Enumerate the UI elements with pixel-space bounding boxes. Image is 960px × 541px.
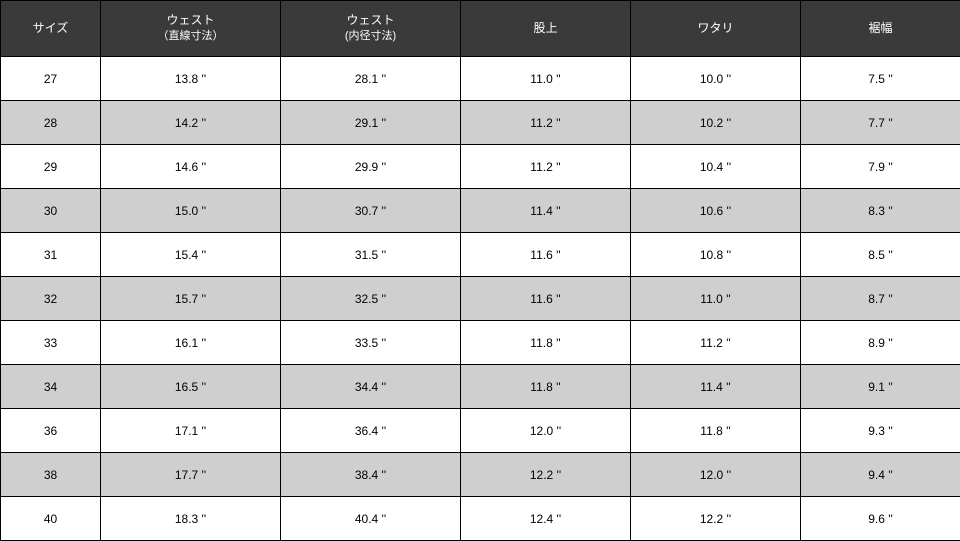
table-row: 3817.7 ''38.4 ''12.2 ''12.0 ''9.4 '' [1,453,960,497]
table-cell: 9.3 '' [801,409,960,453]
table-cell: 10.8 '' [631,233,801,277]
table-cell: 7.7 '' [801,101,960,145]
table-cell: 32.5 '' [281,277,461,321]
table-row: 3015.0 ''30.7 ''11.4 ''10.6 ''8.3 '' [1,189,960,233]
table-row: 3215.7 ''32.5 ''11.6 ''11.0 ''8.7 '' [1,277,960,321]
header-label: ウェスト [346,13,394,27]
table-cell: 10.4 '' [631,145,801,189]
header-rise: 股上 [461,1,631,57]
table-cell: 7.9 '' [801,145,960,189]
table-cell: 12.4 '' [461,497,631,541]
table-cell: 34 [1,365,101,409]
table-cell: 8.9 '' [801,321,960,365]
table-cell: 38 [1,453,101,497]
table-row: 3316.1 ''33.5 ''11.8 ''11.2 ''8.9 '' [1,321,960,365]
table-cell: 11.2 '' [461,145,631,189]
header-label: ワタリ [697,21,733,35]
table-cell: 8.5 '' [801,233,960,277]
table-row: 3617.1 ''36.4 ''12.0 ''11.8 ''9.3 '' [1,409,960,453]
table-cell: 8.3 '' [801,189,960,233]
table-cell: 13.8 '' [101,57,281,101]
size-chart-table: サイズ ウェスト （直線寸法） ウェスト (内径寸法) 股上 ワタリ 裾幅 27… [0,0,960,541]
table-body: 2713.8 ''28.1 ''11.0 ''10.0 ''7.5 ''2814… [1,57,960,541]
table-cell: 31.5 '' [281,233,461,277]
table-cell: 11.2 '' [461,101,631,145]
table-cell: 11.4 '' [631,365,801,409]
table-row: 2814.2 ''29.1 ''11.2 ''10.2 ''7.7 '' [1,101,960,145]
table-cell: 9.1 '' [801,365,960,409]
table-cell: 11.4 '' [461,189,631,233]
table-cell: 18.3 '' [101,497,281,541]
table-row: 3115.4 ''31.5 ''11.6 ''10.8 ''8.5 '' [1,233,960,277]
table-cell: 30 [1,189,101,233]
table-cell: 17.1 '' [101,409,281,453]
table-cell: 10.6 '' [631,189,801,233]
table-cell: 38.4 '' [281,453,461,497]
table-cell: 33.5 '' [281,321,461,365]
table-cell: 9.4 '' [801,453,960,497]
table-cell: 16.1 '' [101,321,281,365]
table-cell: 30.7 '' [281,189,461,233]
table-cell: 14.6 '' [101,145,281,189]
table-cell: 33 [1,321,101,365]
header-waist-inner: ウェスト (内径寸法) [281,1,461,57]
table-cell: 29.1 '' [281,101,461,145]
table-row: 3416.5 ''34.4 ''11.8 ''11.4 ''9.1 '' [1,365,960,409]
table-cell: 10.0 '' [631,57,801,101]
table-cell: 36 [1,409,101,453]
header-size: サイズ [1,1,101,57]
table-cell: 28 [1,101,101,145]
header-sublabel: (内径寸法) [281,29,460,44]
table-cell: 36.4 '' [281,409,461,453]
table-cell: 15.4 '' [101,233,281,277]
table-cell: 15.0 '' [101,189,281,233]
table-cell: 12.0 '' [461,409,631,453]
table-cell: 11.8 '' [461,365,631,409]
table-row: 2713.8 ''28.1 ''11.0 ''10.0 ''7.5 '' [1,57,960,101]
table-cell: 11.2 '' [631,321,801,365]
table-header: サイズ ウェスト （直線寸法） ウェスト (内径寸法) 股上 ワタリ 裾幅 [1,1,960,57]
table-cell: 29 [1,145,101,189]
table-cell: 32 [1,277,101,321]
header-waist-straight: ウェスト （直線寸法） [101,1,281,57]
table-cell: 17.7 '' [101,453,281,497]
table-cell: 14.2 '' [101,101,281,145]
table-cell: 12.2 '' [461,453,631,497]
table-cell: 12.0 '' [631,453,801,497]
table-cell: 11.0 '' [631,277,801,321]
table-cell: 7.5 '' [801,57,960,101]
header-label: ウェスト [166,13,214,27]
table-cell: 9.6 '' [801,497,960,541]
header-hem: 裾幅 [801,1,960,57]
table-cell: 11.6 '' [461,233,631,277]
table-cell: 11.0 '' [461,57,631,101]
table-cell: 12.2 '' [631,497,801,541]
table-row: 2914.6 ''29.9 ''11.2 ''10.4 ''7.9 '' [1,145,960,189]
table-cell: 40.4 '' [281,497,461,541]
table-cell: 27 [1,57,101,101]
table-row: 4018.3 ''40.4 ''12.4 ''12.2 ''9.6 '' [1,497,960,541]
table-cell: 15.7 '' [101,277,281,321]
table-cell: 28.1 '' [281,57,461,101]
table-cell: 31 [1,233,101,277]
header-label: 股上 [533,21,557,35]
table-cell: 10.2 '' [631,101,801,145]
header-label: サイズ [33,21,69,35]
table-cell: 16.5 '' [101,365,281,409]
table-cell: 11.8 '' [631,409,801,453]
header-sublabel: （直線寸法） [101,29,280,44]
table-cell: 11.8 '' [461,321,631,365]
table-cell: 8.7 '' [801,277,960,321]
header-label: 裾幅 [868,21,892,35]
table-cell: 11.6 '' [461,277,631,321]
header-thigh: ワタリ [631,1,801,57]
table-cell: 34.4 '' [281,365,461,409]
table-cell: 40 [1,497,101,541]
table-cell: 29.9 '' [281,145,461,189]
